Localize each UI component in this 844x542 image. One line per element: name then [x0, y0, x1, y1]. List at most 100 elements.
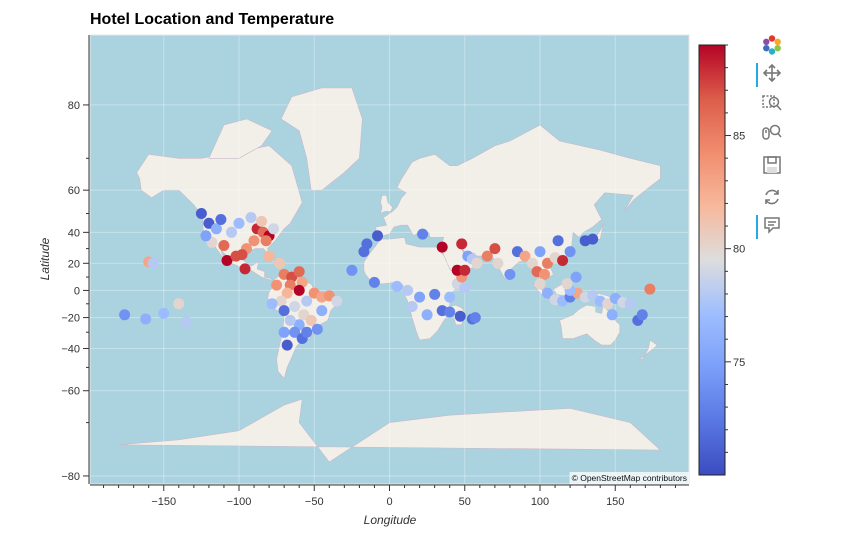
hotel-point[interactable] [274, 257, 286, 269]
hotel-point[interactable] [281, 287, 293, 299]
hotel-point[interactable] [301, 295, 313, 307]
hotel-point[interactable] [293, 284, 305, 296]
hotel-point[interactable] [278, 326, 290, 338]
hotel-point[interactable] [539, 268, 550, 280]
hotel-point[interactable] [527, 257, 538, 269]
hotel-point[interactable] [602, 298, 614, 310]
scatter-points[interactable] [119, 208, 656, 351]
hotel-point[interactable] [542, 257, 553, 269]
hotel-point[interactable] [372, 230, 383, 242]
hotel-point[interactable] [316, 305, 328, 317]
bokeh-logo[interactable] [756, 33, 786, 59]
hotel-point[interactable] [587, 233, 599, 245]
hotel-point[interactable] [361, 238, 373, 250]
hotel-point[interactable] [289, 326, 301, 338]
wheel-zoom-tool-button[interactable] [756, 121, 786, 147]
hotel-point[interactable] [331, 295, 343, 307]
save-tool-button[interactable] [756, 153, 786, 179]
hotel-point[interactable] [436, 241, 448, 253]
pan-tool-button[interactable] [756, 61, 786, 87]
hotel-point[interactable] [644, 283, 656, 295]
hotel-point[interactable] [444, 306, 456, 318]
hotel-point[interactable] [275, 295, 287, 307]
hotel-point[interactable] [147, 257, 159, 269]
hotel-point[interactable] [417, 228, 429, 240]
hotel-point[interactable] [195, 208, 207, 219]
hotel-point[interactable] [158, 307, 170, 319]
hotel-point[interactable] [236, 249, 248, 261]
hotel-point[interactable] [624, 298, 636, 310]
hotel-point[interactable] [504, 268, 516, 280]
hotel-point[interactable] [421, 309, 433, 321]
hotel-point[interactable] [542, 287, 553, 299]
hotel-point[interactable] [429, 288, 441, 300]
hotel-point[interactable] [260, 235, 272, 247]
colorbar-tick-label: 75 [733, 357, 745, 369]
attribution-background [569, 472, 689, 484]
hotel-point[interactable] [173, 298, 185, 310]
hotel-point[interactable] [245, 212, 257, 223]
hotel-point[interactable] [200, 230, 212, 242]
hotel-point[interactable] [226, 226, 237, 238]
hotel-point[interactable] [263, 250, 275, 262]
osm-attribution[interactable]: © OpenStreetMap contributors [572, 473, 687, 483]
hotel-point[interactable] [636, 309, 648, 321]
hotel-point[interactable] [298, 309, 310, 321]
hotel-point[interactable] [564, 246, 576, 258]
box-zoom-tool-button[interactable] [756, 91, 786, 117]
hotel-point[interactable] [248, 235, 260, 247]
hotel-point[interactable] [481, 250, 493, 262]
y-tick-label: 60 [68, 185, 80, 197]
hotel-point[interactable] [561, 278, 573, 290]
hotel-point[interactable] [570, 271, 582, 283]
hotel-point[interactable] [256, 215, 268, 227]
hotel-point[interactable] [289, 301, 301, 312]
hotel-point[interactable] [414, 291, 426, 303]
hotel-point[interactable] [271, 279, 283, 291]
hotel-point[interactable] [284, 314, 296, 326]
hotel-point[interactable] [281, 339, 293, 351]
hotel-point[interactable] [444, 291, 456, 303]
hotel-point[interactable] [368, 276, 380, 288]
hotel-point[interactable] [180, 316, 192, 328]
hotel-point[interactable] [221, 255, 233, 266]
hotel-point[interactable] [471, 257, 483, 269]
hotel-point[interactable] [606, 309, 618, 321]
hotel-point[interactable] [268, 223, 280, 235]
hotel-point[interactable] [140, 313, 152, 325]
hotel-point[interactable] [218, 240, 230, 251]
box-zoom-icon [762, 95, 782, 111]
hotel-point[interactable] [519, 250, 531, 262]
hotel-point[interactable] [119, 309, 131, 321]
hotel-point[interactable] [489, 243, 501, 255]
hotel-point[interactable] [454, 310, 466, 322]
hotel-point[interactable] [239, 263, 251, 275]
hotel-point[interactable] [266, 298, 278, 310]
hotel-point[interactable] [210, 223, 222, 235]
hotel-point[interactable] [492, 257, 504, 269]
hotel-point[interactable] [451, 264, 463, 276]
hotel-point[interactable] [311, 323, 323, 335]
hotel-point[interactable] [459, 282, 471, 294]
x-axis: −150 −100 −50 0 50 100 150 [90, 484, 689, 508]
hotel-point[interactable] [293, 266, 305, 278]
hotel-point[interactable] [456, 238, 468, 250]
hotel-point[interactable] [301, 326, 313, 338]
hotel-point[interactable] [346, 264, 358, 276]
hotel-point[interactable] [305, 314, 317, 326]
hotel-point[interactable] [459, 264, 471, 276]
hover-tool-button[interactable] [756, 213, 786, 239]
reset-tool-button[interactable] [756, 185, 786, 211]
hotel-point[interactable] [534, 278, 546, 290]
hotel-point[interactable] [469, 312, 481, 324]
hotel-point[interactable] [406, 301, 418, 312]
hotel-point[interactable] [233, 217, 245, 229]
hotel-point[interactable] [391, 280, 403, 292]
hotel-point[interactable] [278, 305, 290, 317]
hotel-point[interactable] [552, 235, 564, 247]
hotel-point[interactable] [557, 255, 569, 266]
hotel-point[interactable] [402, 284, 414, 296]
hotel-point[interactable] [215, 214, 227, 225]
hotel-point[interactable] [534, 246, 546, 258]
y-tick-label: −80 [61, 471, 80, 483]
